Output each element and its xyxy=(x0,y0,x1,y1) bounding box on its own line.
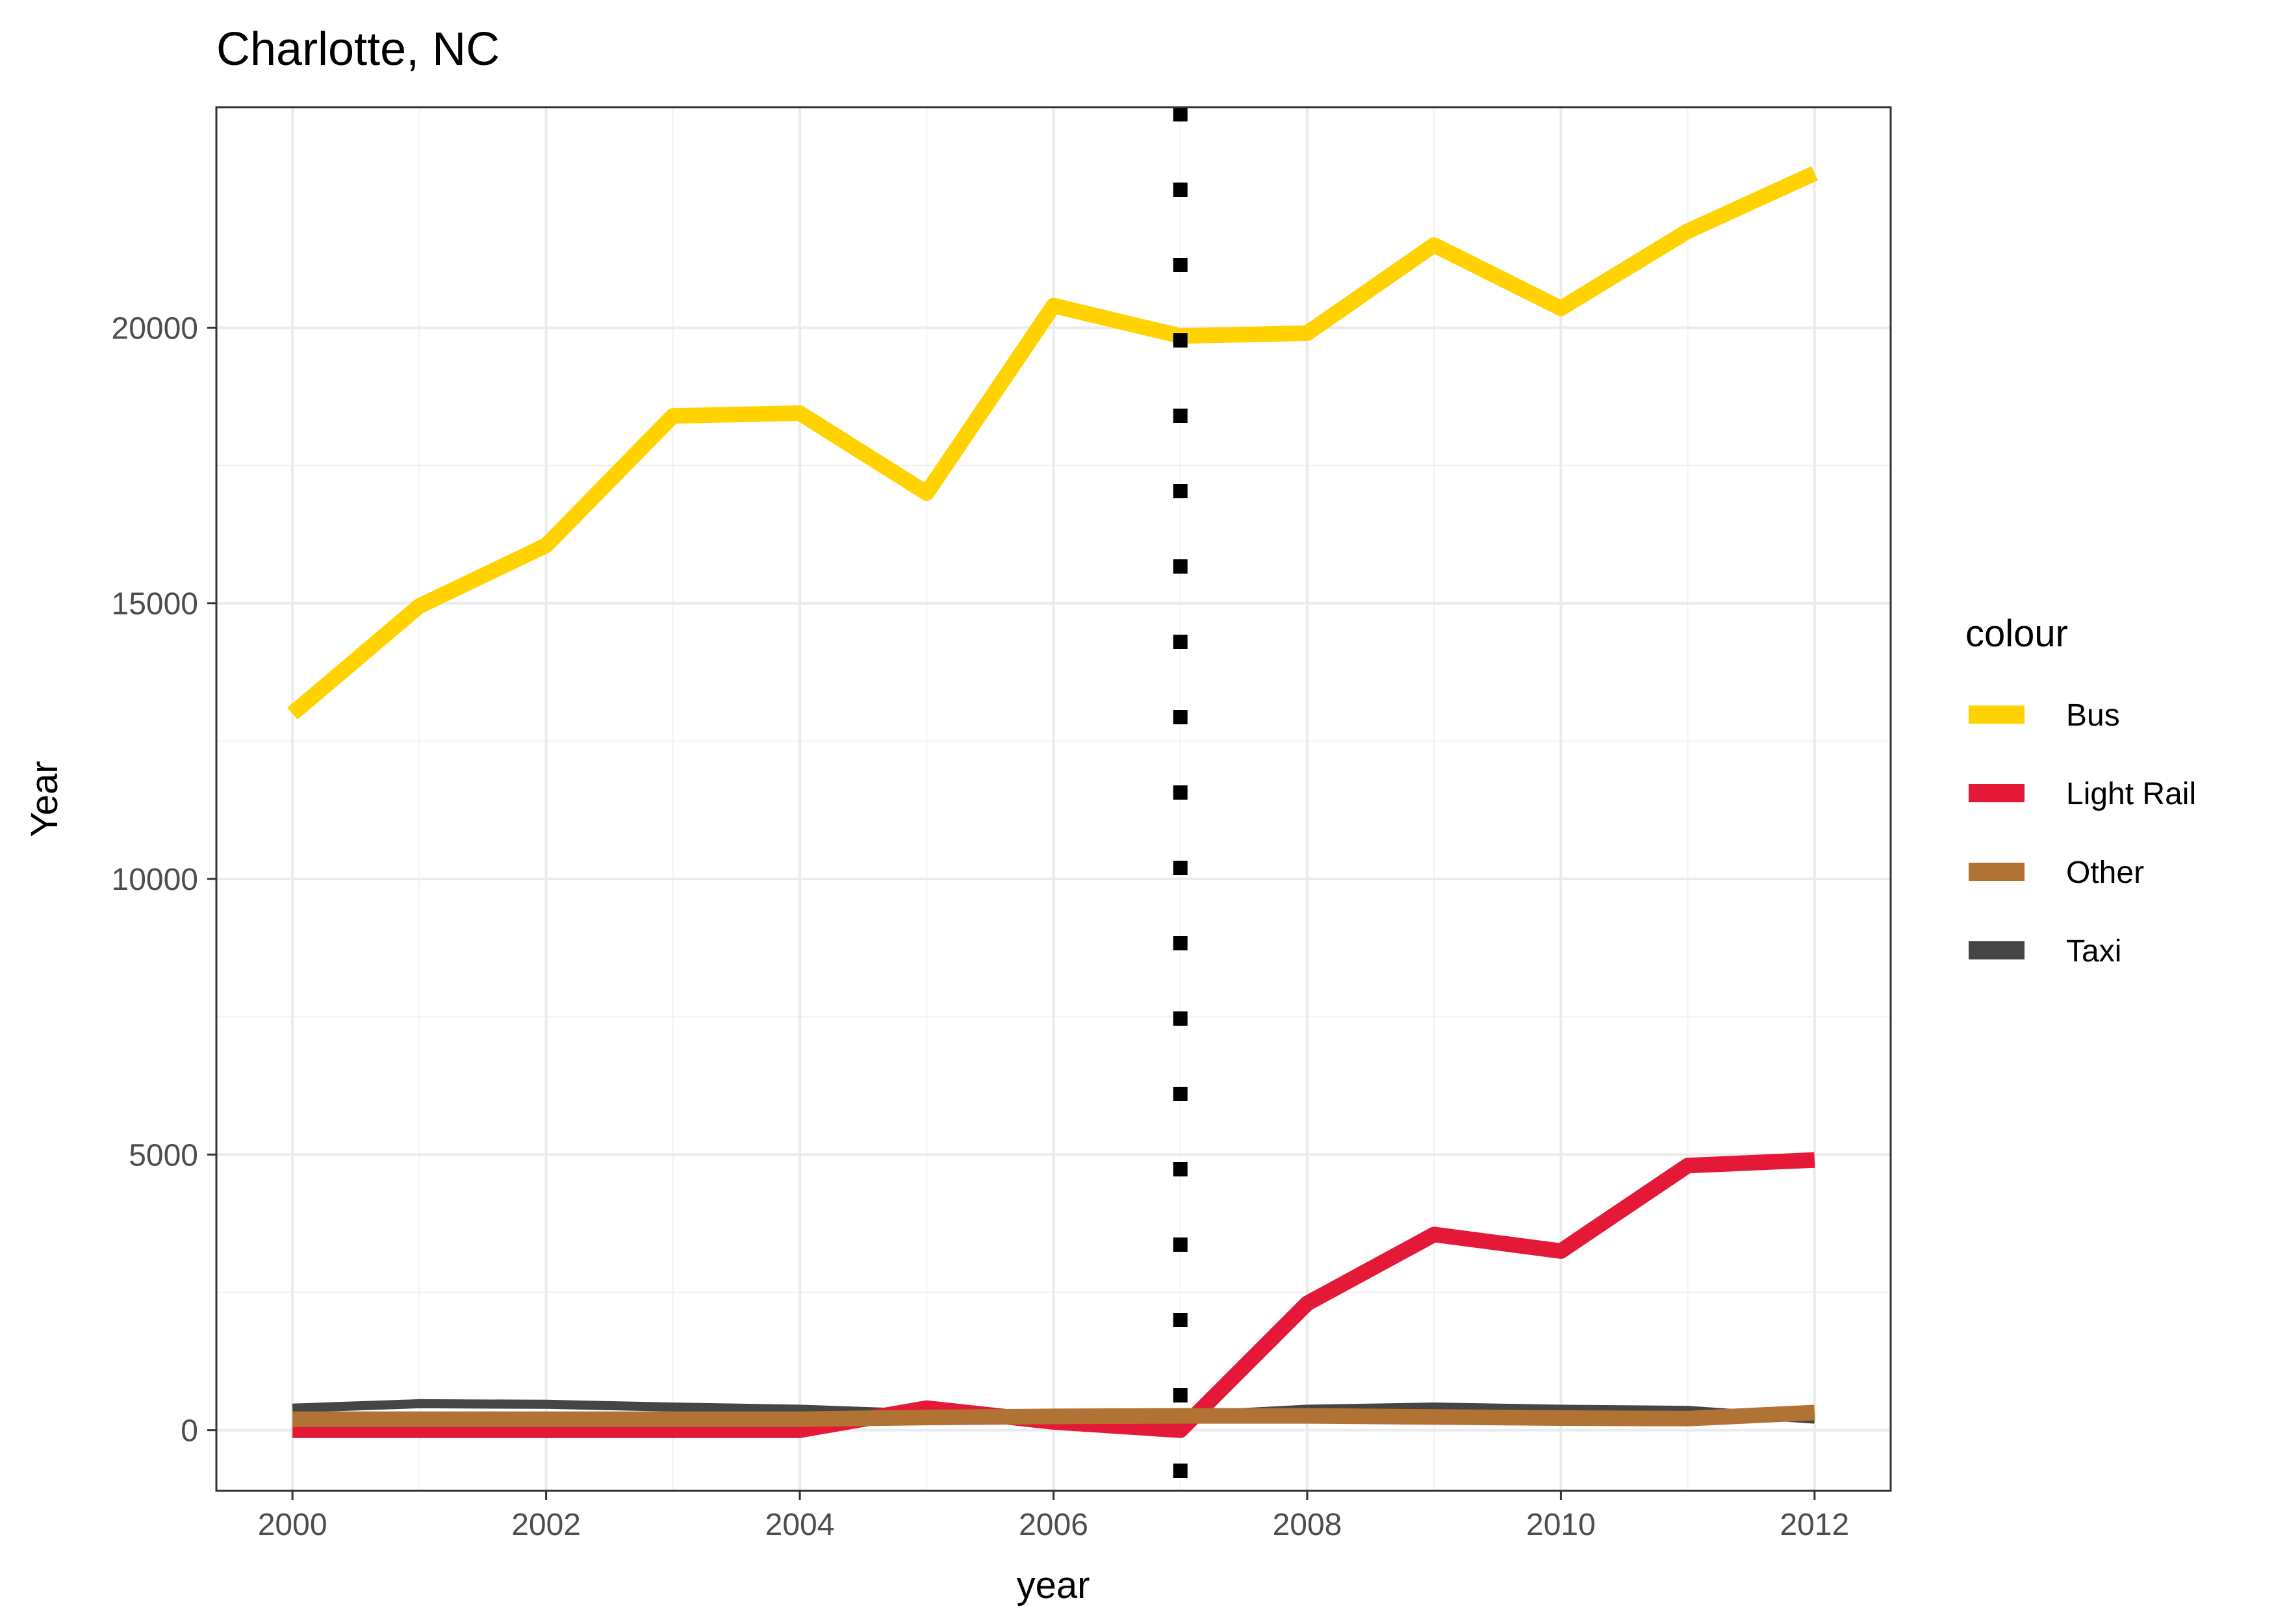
legend-key-bus xyxy=(1969,705,2025,724)
y-tick-label: 0 xyxy=(181,1414,198,1449)
x-tick-label: 2012 xyxy=(1780,1508,1849,1542)
x-axis-title: year xyxy=(1017,1564,1090,1606)
legend-label-taxi: Taxi xyxy=(2066,934,2121,969)
chart-title: Charlotte, NC xyxy=(216,23,500,75)
x-tick-label: 2010 xyxy=(1526,1508,1596,1542)
legend-label-light-rail: Light Rail xyxy=(2066,777,2196,811)
x-tick-label: 2006 xyxy=(1019,1508,1088,1542)
x-tick-label: 2008 xyxy=(1273,1508,1342,1542)
series-line-other xyxy=(292,1404,1815,1427)
x-tick-label: 2004 xyxy=(765,1508,835,1542)
legend-key-other xyxy=(1969,863,2025,881)
y-tick-label: 5000 xyxy=(129,1138,198,1173)
y-axis-title: Year xyxy=(23,761,66,837)
legend-title: colour xyxy=(1965,613,2068,655)
x-axis: 2000 2002 2004 2006 2008 2010 2012 xyxy=(258,1491,1849,1542)
y-tick-label: 15000 xyxy=(112,587,198,622)
legend-key-light-rail xyxy=(1969,784,2025,802)
legend-key-taxi xyxy=(1969,941,2025,959)
series-lines xyxy=(287,166,1818,1438)
legend-label-other: Other xyxy=(2066,856,2144,890)
legend: colour Bus Light Rail Other Taxi xyxy=(1965,613,2196,969)
y-axis: 0 5000 10000 15000 20000 xyxy=(112,311,216,1449)
series-line-bus xyxy=(287,166,1818,720)
x-tick-label: 2000 xyxy=(258,1508,327,1542)
y-tick-label: 20000 xyxy=(112,311,198,346)
legend-label-bus: Bus xyxy=(2066,698,2120,733)
x-tick-label: 2002 xyxy=(511,1508,581,1542)
y-tick-label: 10000 xyxy=(112,863,198,897)
